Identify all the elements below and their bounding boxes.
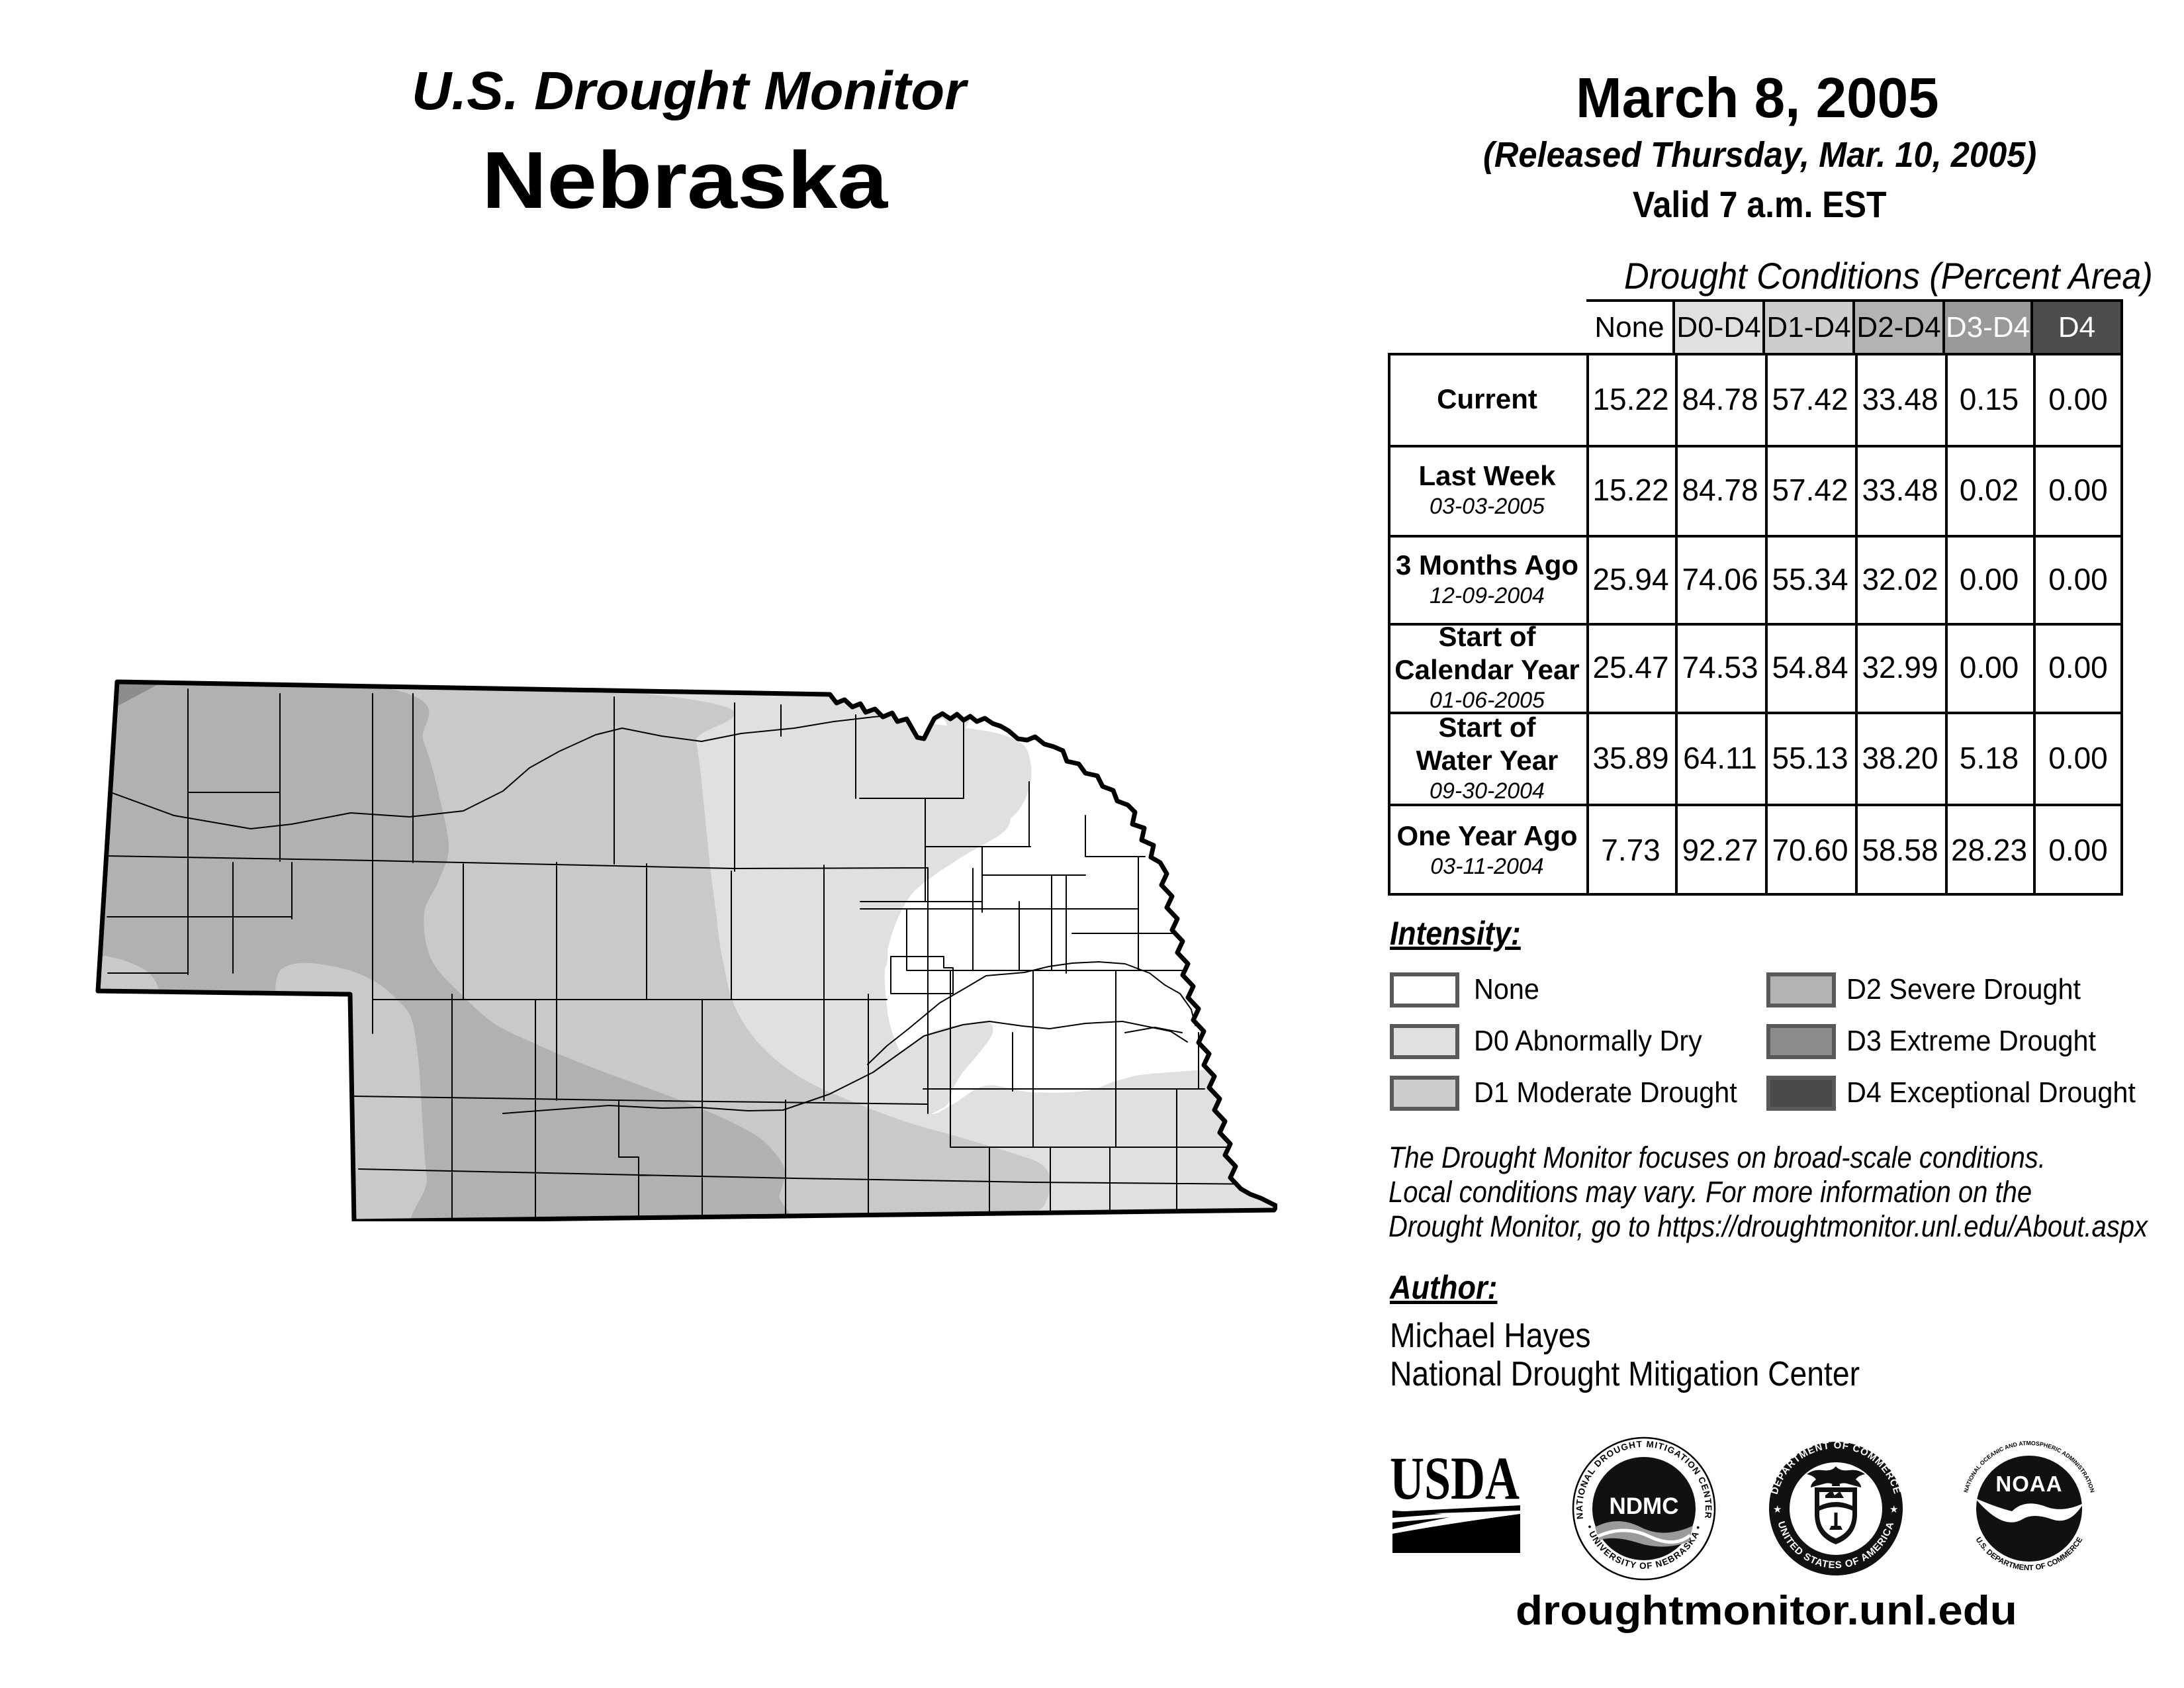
svg-text:NDMC: NDMC bbox=[1610, 1493, 1679, 1519]
svg-text:NOAA: NOAA bbox=[1995, 1472, 2062, 1496]
svg-text:★: ★ bbox=[1773, 1504, 1782, 1515]
svg-text:★: ★ bbox=[1889, 1504, 1898, 1515]
svg-text:USDA: USDA bbox=[1390, 1444, 1520, 1512]
